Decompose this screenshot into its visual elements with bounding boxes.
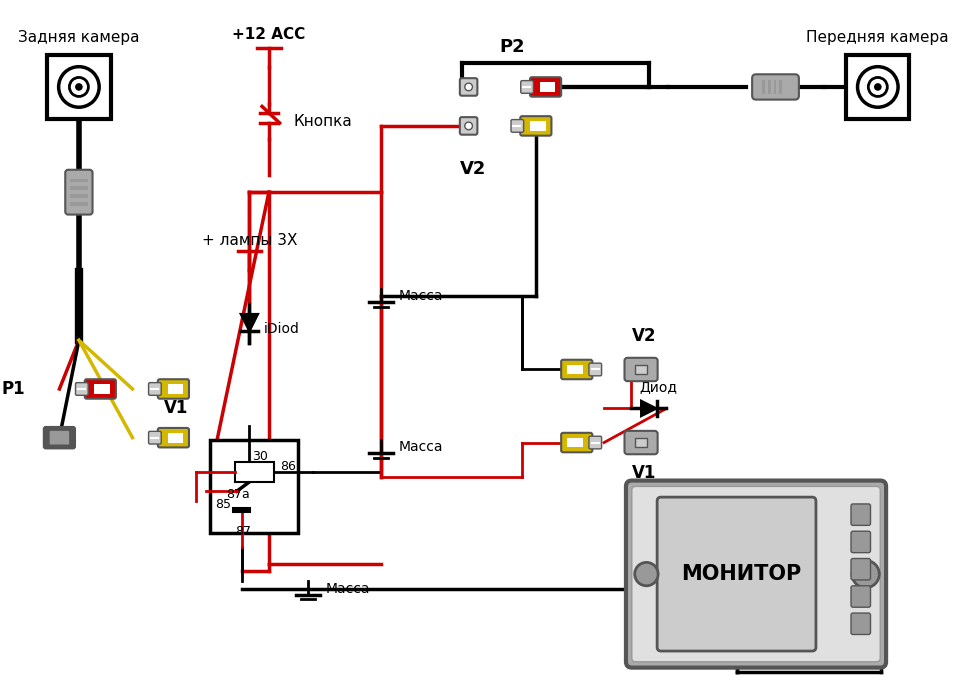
Circle shape	[874, 83, 881, 91]
Bar	[762, 80, 765, 94]
Text: V2: V2	[460, 160, 487, 178]
Circle shape	[852, 561, 879, 588]
FancyBboxPatch shape	[588, 436, 602, 449]
Bar	[540, 82, 555, 92]
Bar	[70, 202, 87, 206]
Bar	[780, 80, 782, 94]
FancyBboxPatch shape	[520, 80, 534, 93]
FancyBboxPatch shape	[562, 360, 592, 379]
FancyBboxPatch shape	[84, 379, 116, 399]
FancyBboxPatch shape	[626, 481, 886, 668]
Circle shape	[635, 562, 659, 586]
FancyBboxPatch shape	[851, 504, 871, 526]
Polygon shape	[241, 314, 258, 332]
Text: 87: 87	[235, 525, 251, 538]
Bar	[774, 80, 777, 94]
Text: P2: P2	[499, 38, 525, 56]
FancyBboxPatch shape	[149, 383, 161, 395]
FancyBboxPatch shape	[460, 117, 477, 134]
Text: +12 ACC: +12 ACC	[232, 27, 305, 42]
Bar	[636, 365, 647, 374]
Text: Диод: Диод	[639, 380, 677, 394]
FancyBboxPatch shape	[157, 379, 189, 399]
Bar	[70, 186, 87, 190]
FancyBboxPatch shape	[625, 358, 658, 382]
Bar	[210, 440, 299, 533]
Bar	[768, 80, 771, 94]
Text: Задняя камера: Задняя камера	[18, 30, 139, 45]
FancyBboxPatch shape	[530, 77, 562, 97]
FancyBboxPatch shape	[149, 431, 161, 444]
FancyBboxPatch shape	[65, 170, 92, 215]
FancyBboxPatch shape	[50, 431, 69, 444]
Text: + лампы 3Х: + лампы 3Х	[202, 232, 298, 248]
Text: Передняя камера: Передняя камера	[806, 30, 949, 45]
Bar	[168, 384, 183, 394]
FancyBboxPatch shape	[511, 120, 523, 132]
FancyBboxPatch shape	[851, 559, 871, 580]
Text: iDiod: iDiod	[264, 321, 300, 335]
FancyBboxPatch shape	[851, 613, 871, 634]
FancyBboxPatch shape	[588, 363, 602, 376]
Bar	[567, 438, 583, 447]
Bar	[233, 508, 251, 512]
Polygon shape	[641, 400, 657, 416]
FancyBboxPatch shape	[562, 433, 592, 452]
FancyBboxPatch shape	[44, 427, 75, 449]
FancyBboxPatch shape	[752, 74, 799, 99]
Bar	[47, 55, 110, 118]
Text: 86: 86	[280, 460, 297, 473]
Text: 85: 85	[215, 498, 231, 511]
FancyBboxPatch shape	[851, 531, 871, 553]
FancyBboxPatch shape	[520, 116, 551, 136]
Text: МОНИТОР: МОНИТОР	[682, 564, 802, 584]
Circle shape	[75, 83, 83, 91]
Text: Масса: Масса	[398, 440, 443, 454]
Bar	[530, 121, 545, 131]
Circle shape	[465, 83, 472, 91]
Bar	[70, 178, 87, 183]
Bar	[168, 433, 183, 442]
FancyBboxPatch shape	[658, 497, 816, 651]
Circle shape	[69, 78, 88, 97]
Text: 87a: 87a	[226, 488, 250, 500]
Text: V2: V2	[632, 327, 657, 345]
Circle shape	[465, 122, 472, 130]
Text: P1: P1	[2, 380, 25, 398]
FancyBboxPatch shape	[460, 78, 477, 96]
FancyBboxPatch shape	[157, 428, 189, 447]
Text: Масса: Масса	[325, 582, 370, 596]
Bar	[94, 384, 110, 394]
Bar	[70, 194, 87, 198]
Bar	[235, 462, 274, 482]
Circle shape	[857, 66, 898, 107]
Bar	[636, 438, 647, 447]
Circle shape	[59, 66, 99, 107]
FancyBboxPatch shape	[632, 486, 880, 662]
Bar	[567, 365, 583, 374]
Circle shape	[868, 78, 887, 97]
Text: V1: V1	[164, 399, 188, 416]
FancyBboxPatch shape	[76, 383, 88, 395]
FancyBboxPatch shape	[851, 586, 871, 607]
FancyBboxPatch shape	[625, 431, 658, 454]
Text: Кнопка: Кнопка	[293, 113, 352, 129]
Bar	[846, 55, 909, 118]
Text: V1: V1	[632, 464, 657, 482]
Text: Масса: Масса	[398, 289, 443, 303]
Text: 30: 30	[252, 450, 268, 463]
